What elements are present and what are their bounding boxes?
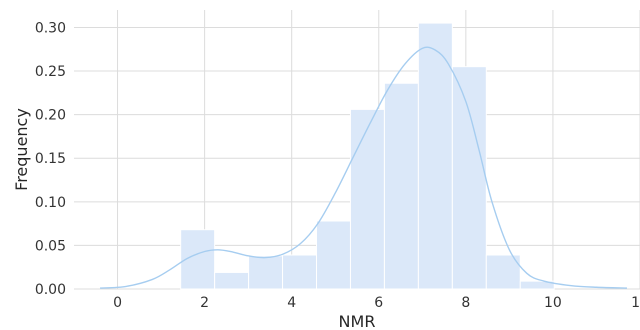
y-axis-label: Frequency bbox=[12, 108, 31, 191]
x-tick-label: 12 bbox=[631, 295, 640, 311]
y-tick-label: 0.25 bbox=[35, 64, 66, 80]
x-tick-label: 10 bbox=[544, 295, 562, 311]
histogram-bar bbox=[383, 82, 419, 290]
y-tick-label: 0.00 bbox=[35, 282, 66, 298]
histogram-bar bbox=[417, 22, 453, 290]
y-tick-label: 0.20 bbox=[35, 108, 66, 124]
histogram-bar bbox=[282, 254, 318, 290]
x-tick-labels: 0 2 4 6 8 10 12 bbox=[113, 295, 640, 311]
x-tick-label: 6 bbox=[374, 295, 383, 311]
kde-curve bbox=[100, 46, 627, 289]
x-tick-label: 4 bbox=[287, 295, 296, 311]
histogram-bar bbox=[349, 108, 385, 290]
y-tick-label: 0.15 bbox=[35, 151, 66, 167]
histogram-bar bbox=[214, 271, 250, 290]
x-axis-label: NMR bbox=[339, 312, 376, 330]
y-tick-labels: 0.00 0.05 0.10 0.15 0.20 0.25 0.30 bbox=[35, 20, 66, 298]
y-tick-label: 0.10 bbox=[35, 195, 66, 211]
x-tick-label: 0 bbox=[113, 295, 122, 311]
y-tick-label: 0.30 bbox=[35, 20, 66, 36]
histogram-bar bbox=[451, 66, 487, 290]
x-tick-label: 2 bbox=[200, 295, 209, 311]
histogram-bar bbox=[248, 255, 284, 290]
histogram-bar bbox=[485, 254, 521, 290]
y-tick-label: 0.05 bbox=[35, 238, 66, 254]
histogram-bars bbox=[180, 22, 555, 290]
histogram-bar bbox=[519, 280, 555, 290]
x-tick-label: 8 bbox=[461, 295, 470, 311]
histogram-bar bbox=[316, 220, 351, 290]
